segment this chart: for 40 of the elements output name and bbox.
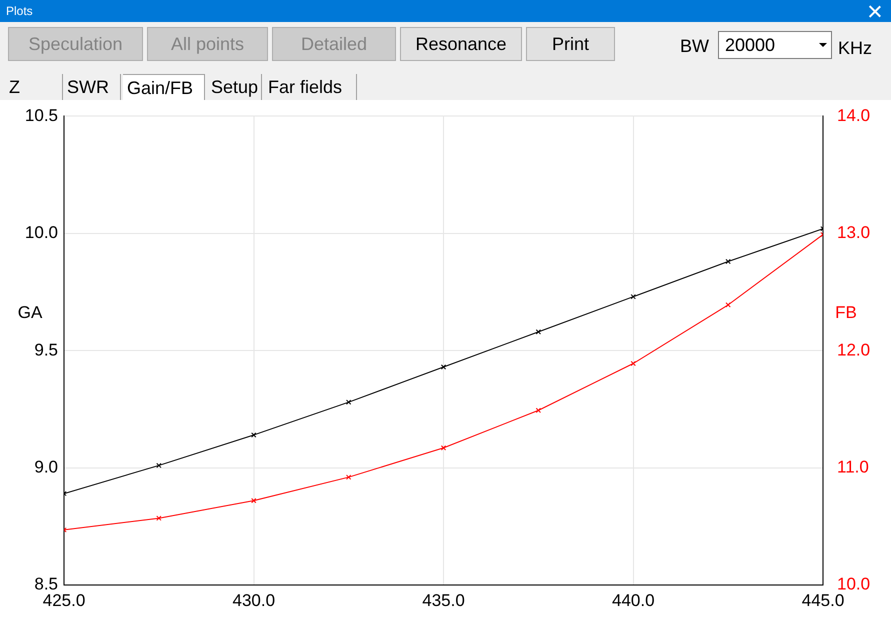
y2-axis-title: FB (835, 302, 857, 322)
point (536, 408, 541, 413)
y2-tick-label: 12.0 (837, 340, 870, 360)
point (440, 364, 446, 370)
y2-tick-label: 14.0 (837, 106, 870, 125)
y2-tick-label: 11.0 (837, 457, 869, 476)
text: Z (5, 74, 63, 100)
point (346, 400, 352, 405)
point (251, 498, 256, 504)
text: Resonance (400, 27, 522, 61)
text: KHz (838, 38, 872, 59)
text: Setup (207, 74, 262, 100)
y-tick-label: 9.5 (34, 340, 58, 360)
point (726, 302, 731, 308)
text: All points (147, 27, 268, 61)
point (251, 432, 256, 438)
text: Far fields (264, 74, 357, 100)
text: Detailed (272, 27, 396, 61)
point (156, 462, 162, 468)
text: SWR (63, 74, 121, 100)
point (630, 360, 636, 366)
y-tick-label: 10.5 (24, 106, 58, 125)
x-tick-label: 440.0 (612, 590, 655, 610)
chart-title: Plots (6, 4, 33, 18)
text: Print (526, 27, 615, 61)
x-tick-label: 430.0 (232, 590, 276, 610)
text: BW (680, 36, 709, 57)
point (440, 445, 446, 450)
y-tick-label: 10.0 (24, 223, 58, 242)
point (726, 258, 731, 264)
y-axis-title: GA (18, 302, 43, 322)
text: Speculation (8, 27, 143, 61)
point (630, 294, 636, 300)
y2-tick-label: 13.0 (837, 223, 870, 242)
text: 20000 (725, 35, 776, 56)
x-tick-label: 435.0 (422, 590, 465, 610)
point (346, 474, 352, 480)
point (536, 329, 541, 334)
y-tick-label: 9.0 (34, 457, 58, 476)
point (156, 516, 162, 521)
